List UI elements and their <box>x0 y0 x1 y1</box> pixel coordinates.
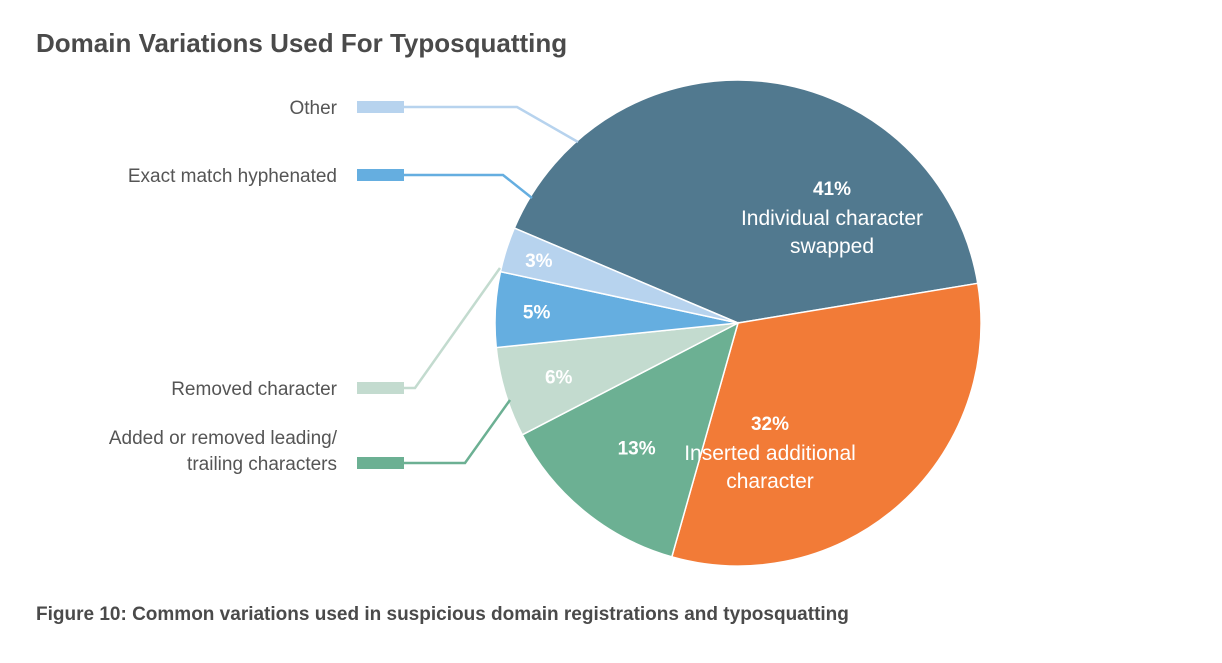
pie-chart: 41% Individual character swapped 32% Inserte… <box>109 79 982 567</box>
legend-item-removed-character: Removed character <box>171 267 502 400</box>
slice-desc-label: character <box>726 470 814 493</box>
figure-caption: Figure 10: Common variations used in sus… <box>36 604 849 625</box>
pie-slice-individual-character-swapped <box>513 79 979 324</box>
legend-item-added-or-removed-leading-trailing-characters: Added or removed leading/trailing charac… <box>109 399 512 475</box>
legend-label: Removed character <box>171 379 337 400</box>
legend: Added or removed leading/trailing charac… <box>109 98 579 475</box>
slice-pct-label: 41% <box>813 179 851 200</box>
slice-desc-label: swapped <box>790 235 874 258</box>
legend-label: Exact match hyphenated <box>128 166 337 187</box>
legend-item-exact-match-hyphenated: Exact match hyphenated <box>128 166 533 199</box>
slice-pct-label: 5% <box>523 303 551 324</box>
slice-desc-label: Inserted additional <box>684 442 856 465</box>
legend-label: trailing characters <box>187 454 337 475</box>
chart-title: Domain Variations Used For Typosquatting <box>36 28 568 58</box>
leader-line <box>404 267 502 390</box>
leader-line <box>404 105 579 144</box>
slice-labels: 41% Individual character swapped 32% Inserte… <box>523 179 923 493</box>
pie-slices <box>494 79 982 567</box>
slice-pct-label: 3% <box>525 251 553 272</box>
legend-label: Other <box>289 98 337 119</box>
leader-line <box>404 399 512 465</box>
pie-slice-added-or-removed-leading-trailing-characters <box>521 321 740 558</box>
slice-desc-label: Individual character <box>741 207 923 230</box>
slice-pct-label: 32% <box>751 414 789 435</box>
pie-slice-other <box>499 227 739 324</box>
legend-item-other: Other <box>289 98 579 144</box>
legend-swatch <box>357 101 404 113</box>
pie-slice-inserted-additional-character <box>670 282 982 567</box>
legend-label: Added or removed leading/ <box>109 428 338 449</box>
legend-swatch <box>357 169 404 181</box>
leader-line <box>404 173 533 199</box>
legend-swatch <box>357 382 404 394</box>
slice-pct-label: 13% <box>618 438 656 459</box>
legend-swatch <box>357 457 404 469</box>
slice-pct-label: 6% <box>545 367 573 388</box>
